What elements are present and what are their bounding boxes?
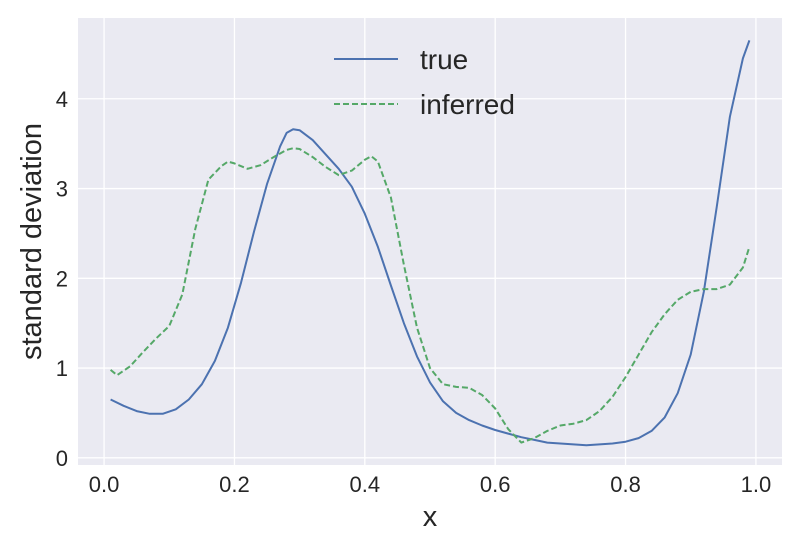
y-tick-label: 2 <box>56 266 68 291</box>
y-axis-label: standard deviation <box>16 123 48 360</box>
legend-label-true: true <box>420 44 468 75</box>
y-axis-ticks: 0 1 2 3 4 <box>56 87 68 471</box>
series-line-inferred <box>109 147 751 444</box>
x-tick-label: 0.2 <box>219 472 250 497</box>
y-tick-label: 4 <box>56 87 68 112</box>
legend: true inferred <box>334 44 515 120</box>
y-tick-label: 1 <box>56 356 68 381</box>
x-tick-label: 0.4 <box>350 472 381 497</box>
y-tick-label: 3 <box>56 177 68 202</box>
x-tick-label: 1.0 <box>741 472 772 497</box>
y-tick-label: 0 <box>56 446 68 471</box>
x-tick-label: 0.8 <box>610 472 641 497</box>
series-layer <box>109 40 751 447</box>
x-axis-ticks: 0.0 0.2 0.4 0.6 0.8 1.0 <box>89 472 771 497</box>
plot-background <box>78 18 782 465</box>
legend-label-inferred: inferred <box>420 89 515 120</box>
x-tick-label: 0.6 <box>480 472 511 497</box>
series-line-true <box>110 40 751 447</box>
x-tick-label: 0.0 <box>89 472 120 497</box>
x-axis-label: x <box>423 501 438 533</box>
grid-lines <box>78 18 782 465</box>
